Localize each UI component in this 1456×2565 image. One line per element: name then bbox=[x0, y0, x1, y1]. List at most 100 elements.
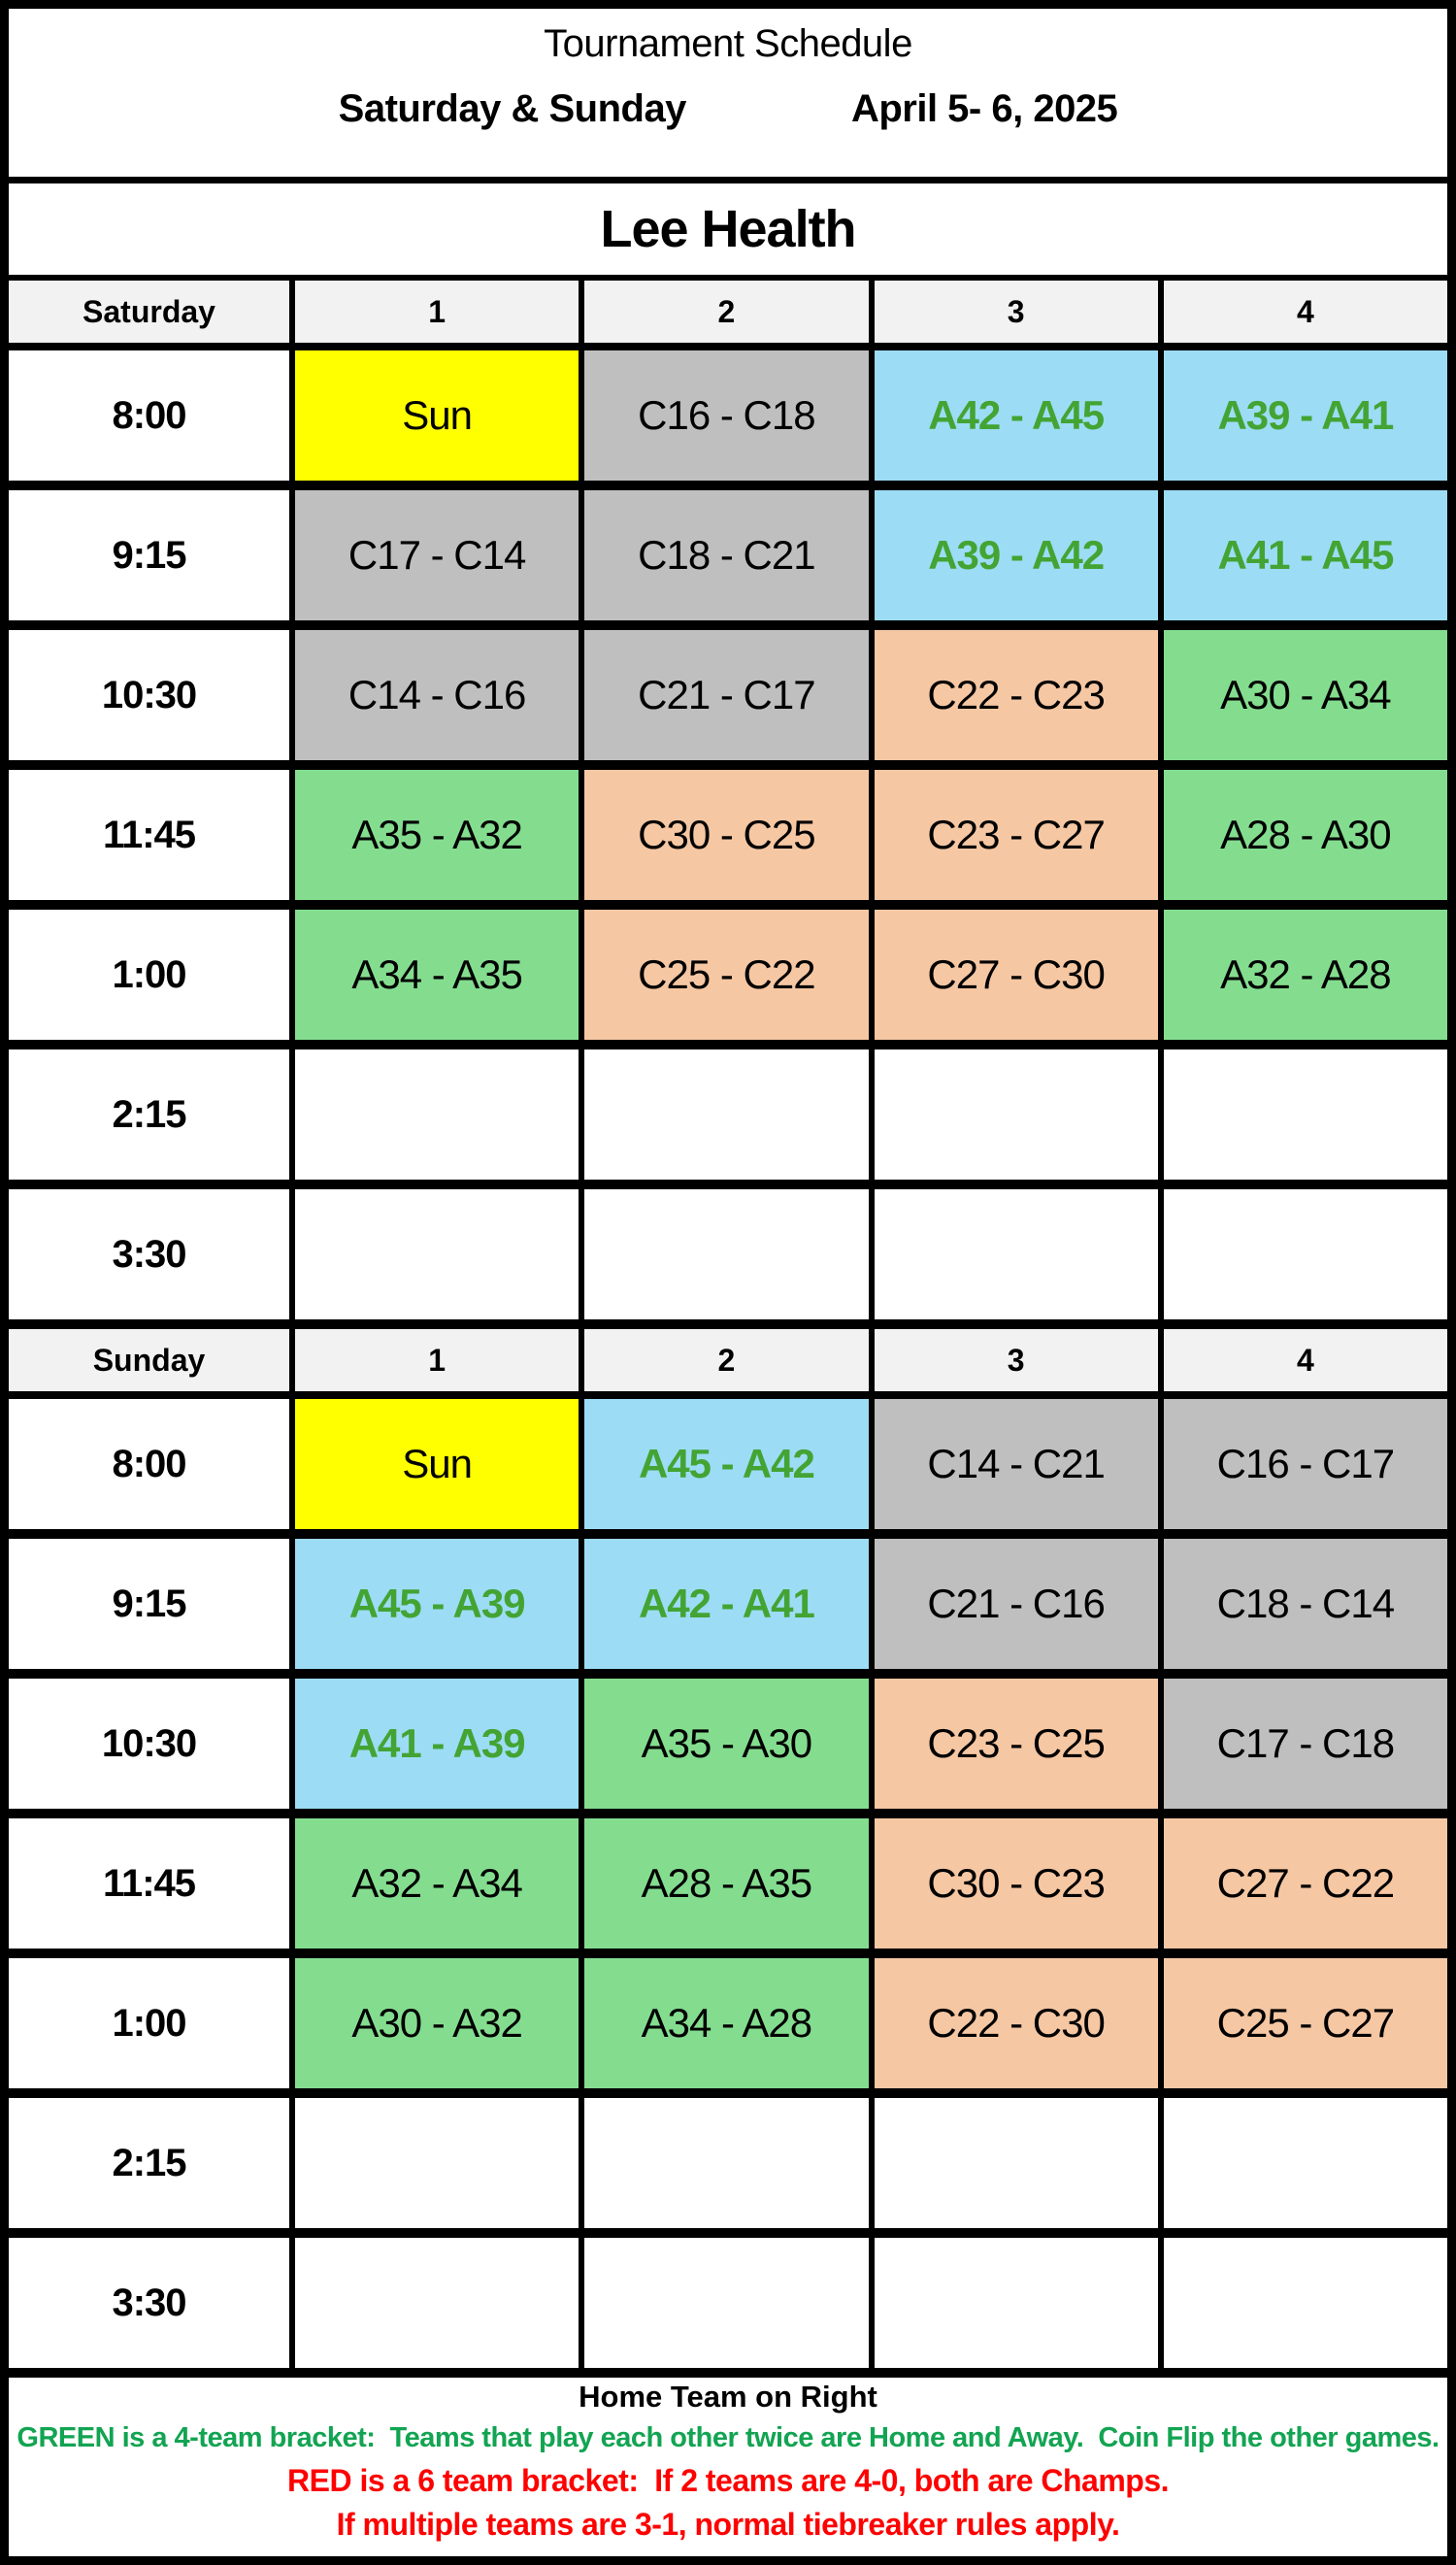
game-cell: A39 - A42 bbox=[874, 490, 1164, 620]
day-label: Sunday bbox=[9, 1329, 295, 1391]
time-label: 9:15 bbox=[9, 490, 295, 620]
game-cell: C23 - C27 bbox=[874, 770, 1164, 900]
court-number: 1 bbox=[295, 281, 585, 343]
game-cell: A30 - A32 bbox=[295, 1958, 585, 2088]
game-cell bbox=[584, 1049, 875, 1180]
red-bracket-note-1: RED is a 6 team bracket: If 2 teams are … bbox=[286, 2462, 1170, 2498]
schedule-row: 11:45 A35 - A32 C30 - C25 C23 - C27 A28 - A… bbox=[9, 770, 1447, 910]
game-cell: C21 - C16 bbox=[874, 1539, 1164, 1669]
day-label: Saturday bbox=[9, 281, 295, 343]
game-cell: C25 - C27 bbox=[1163, 1958, 1447, 2088]
subtitle-days: Saturday & Sunday bbox=[338, 87, 687, 130]
game-cell: A34 - A28 bbox=[584, 1958, 875, 2088]
time-label: 11:45 bbox=[9, 1818, 295, 1949]
game-cell: A45 - A42 bbox=[584, 1399, 875, 1529]
time-label: 3:30 bbox=[9, 1189, 295, 1319]
schedule-row: 9:15 C17 - C14 C18 - C21 A39 - A42 A41 - A4… bbox=[9, 490, 1447, 630]
schedule-row: 11:45 A32 - A34 A28 - A35 C30 - C23 C27 - C… bbox=[9, 1818, 1447, 1958]
game-cell: C18 - C14 bbox=[1163, 1539, 1447, 1669]
game-cell: C18 - C21 bbox=[584, 490, 875, 620]
game-cell: C25 - C22 bbox=[584, 910, 875, 1040]
game-cell: C21 - C17 bbox=[584, 630, 875, 760]
game-cell: C14 - C21 bbox=[874, 1399, 1164, 1529]
game-cell: A35 - A30 bbox=[584, 1679, 875, 1809]
time-label: 11:45 bbox=[9, 770, 295, 900]
schedule-row: 9:15 A45 - A39 A42 - A41 C21 - C16 C18 - C1… bbox=[9, 1539, 1447, 1679]
time-label: 10:30 bbox=[9, 1679, 295, 1809]
game-cell: A28 - A30 bbox=[1163, 770, 1447, 900]
game-cell: A42 - A41 bbox=[584, 1539, 875, 1669]
subtitle-dates: April 5- 6, 2025 bbox=[850, 87, 1118, 130]
game-cell: C16 - C18 bbox=[584, 350, 875, 481]
court-number: 3 bbox=[875, 1329, 1164, 1391]
game-cell bbox=[584, 2098, 875, 2228]
game-cell bbox=[295, 1189, 585, 1319]
page-title: Tournament Schedule bbox=[544, 22, 912, 65]
subtitle-row: Saturday & Sunday April 5- 6, 2025 bbox=[339, 87, 1118, 131]
game-cell: C30 - C25 bbox=[584, 770, 875, 900]
game-cell bbox=[1163, 1189, 1447, 1319]
game-cell bbox=[295, 1049, 585, 1180]
game-cell: C30 - C23 bbox=[874, 1818, 1164, 1949]
game-cell: C16 - C17 bbox=[1163, 1399, 1447, 1529]
schedule-row: 2:15 bbox=[9, 2098, 1447, 2238]
time-label: 2:15 bbox=[9, 2098, 295, 2228]
game-cell: C27 - C22 bbox=[1163, 1818, 1447, 1949]
schedule-row: 8:00 Sun A45 - A42 C14 - C21 C16 - C17 bbox=[9, 1399, 1447, 1539]
game-cell bbox=[1163, 1049, 1447, 1180]
game-cell bbox=[295, 2238, 585, 2368]
game-cell bbox=[295, 2098, 585, 2228]
schedule-row: 1:00 A30 - A32 A34 - A28 C22 - C30 C25 - C2… bbox=[9, 1958, 1447, 2098]
game-cell: A34 - A35 bbox=[295, 910, 585, 1040]
game-cell: C14 - C16 bbox=[295, 630, 585, 760]
game-cell: A42 - A45 bbox=[874, 350, 1164, 481]
time-label: 9:15 bbox=[9, 1539, 295, 1669]
game-cell bbox=[584, 1189, 875, 1319]
game-cell bbox=[874, 2098, 1164, 2228]
time-label: 3:30 bbox=[9, 2238, 295, 2368]
game-cell bbox=[584, 2238, 875, 2368]
time-label: 8:00 bbox=[9, 1399, 295, 1529]
game-cell: A35 - A32 bbox=[295, 770, 585, 900]
footer: Home Team on Right GREEN is a 4-team bra… bbox=[9, 2378, 1447, 2556]
venue-name: Lee Health bbox=[600, 200, 856, 258]
game-cell: A45 - A39 bbox=[295, 1539, 585, 1669]
game-cell: C17 - C18 bbox=[1163, 1679, 1447, 1809]
court-number: 2 bbox=[584, 281, 875, 343]
game-cell: Sun bbox=[295, 1399, 585, 1529]
game-cell: C22 - C23 bbox=[874, 630, 1164, 760]
schedule-row: 8:00 Sun C16 - C18 A42 - A45 A39 - A41 bbox=[9, 350, 1447, 490]
game-cell bbox=[874, 1049, 1164, 1180]
time-label: 10:30 bbox=[9, 630, 295, 760]
time-label: 2:15 bbox=[9, 1049, 295, 1180]
schedule-row: 2:15 bbox=[9, 1049, 1447, 1189]
game-cell: C22 - C30 bbox=[874, 1958, 1164, 2088]
time-label: 1:00 bbox=[9, 1958, 295, 2088]
game-cell: C17 - C14 bbox=[295, 490, 585, 620]
time-label: 8:00 bbox=[9, 350, 295, 481]
game-cell: A41 - A45 bbox=[1163, 490, 1447, 620]
game-cell: C23 - C25 bbox=[874, 1679, 1164, 1809]
court-number: 1 bbox=[295, 1329, 585, 1391]
home-team-note: Home Team on Right bbox=[579, 2380, 877, 2414]
game-cell bbox=[874, 1189, 1164, 1319]
schedule-row: 10:30 C14 - C16 C21 - C17 C22 - C23 A30 - A… bbox=[9, 630, 1447, 770]
court-number: 2 bbox=[584, 1329, 875, 1391]
time-label: 1:00 bbox=[9, 910, 295, 1040]
court-number: 4 bbox=[1296, 1342, 1314, 1378]
schedule-row: 3:30 bbox=[9, 2238, 1447, 2378]
title-block: Tournament Schedule Saturday & Sunday Ap… bbox=[9, 9, 1447, 183]
game-cell: A32 - A28 bbox=[1163, 910, 1447, 1040]
game-cell: A32 - A34 bbox=[295, 1818, 585, 1949]
game-cell: A41 - A39 bbox=[295, 1679, 585, 1809]
game-cell: Sun bbox=[295, 350, 585, 481]
schedule-row: 1:00 A34 - A35 C25 - C22 C27 - C30 A32 - A2… bbox=[9, 910, 1447, 1049]
court-number: 3 bbox=[875, 281, 1164, 343]
game-cell: A39 - A41 bbox=[1163, 350, 1447, 481]
game-cell bbox=[1163, 2238, 1447, 2368]
